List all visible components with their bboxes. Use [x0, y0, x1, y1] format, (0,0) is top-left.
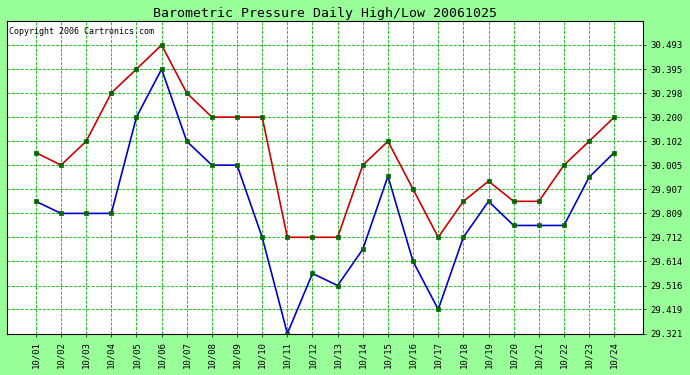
Text: Copyright 2006 Cartronics.com: Copyright 2006 Cartronics.com	[10, 27, 155, 36]
Title: Barometric Pressure Daily High/Low 20061025: Barometric Pressure Daily High/Low 20061…	[153, 7, 497, 20]
